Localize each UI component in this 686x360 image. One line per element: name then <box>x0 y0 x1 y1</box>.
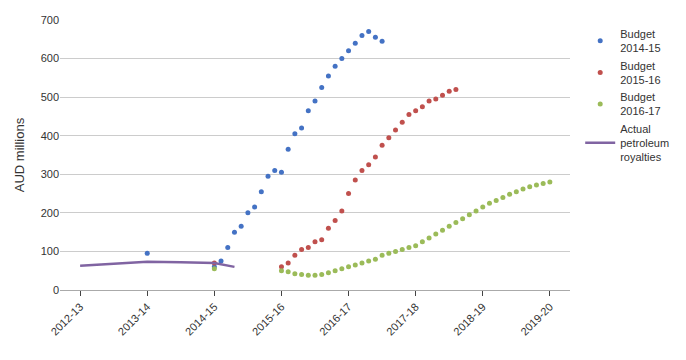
svg-text:Budget2014-15: Budget2014-15 <box>620 28 660 54</box>
svg-text:Actualpetroleumroyalties: Actualpetroleumroyalties <box>620 123 669 164</box>
svg-text:AUD millions: AUD millions <box>12 117 27 192</box>
svg-text:2016-17: 2016-17 <box>317 301 354 338</box>
svg-text:300: 300 <box>41 168 59 180</box>
svg-text:200: 200 <box>41 207 59 219</box>
svg-text:2014-15: 2014-15 <box>183 301 220 338</box>
svg-text:100: 100 <box>41 245 59 257</box>
svg-text:400: 400 <box>41 130 59 142</box>
svg-text:2018-19: 2018-19 <box>451 301 488 338</box>
svg-text:2013-14: 2013-14 <box>116 301 153 338</box>
svg-text:2015-16: 2015-16 <box>250 301 287 338</box>
svg-text:Budget2015-16: Budget2015-16 <box>620 60 660 86</box>
svg-text:2019-20: 2019-20 <box>518 301 555 338</box>
svg-text:500: 500 <box>41 91 59 103</box>
svg-text:2012-13: 2012-13 <box>48 301 85 338</box>
svg-text:Budget2016-17: Budget2016-17 <box>620 91 660 117</box>
svg-text:600: 600 <box>41 52 59 64</box>
svg-text:0: 0 <box>53 284 59 296</box>
svg-text:700: 700 <box>41 14 59 26</box>
svg-text:2017-18: 2017-18 <box>384 301 421 338</box>
